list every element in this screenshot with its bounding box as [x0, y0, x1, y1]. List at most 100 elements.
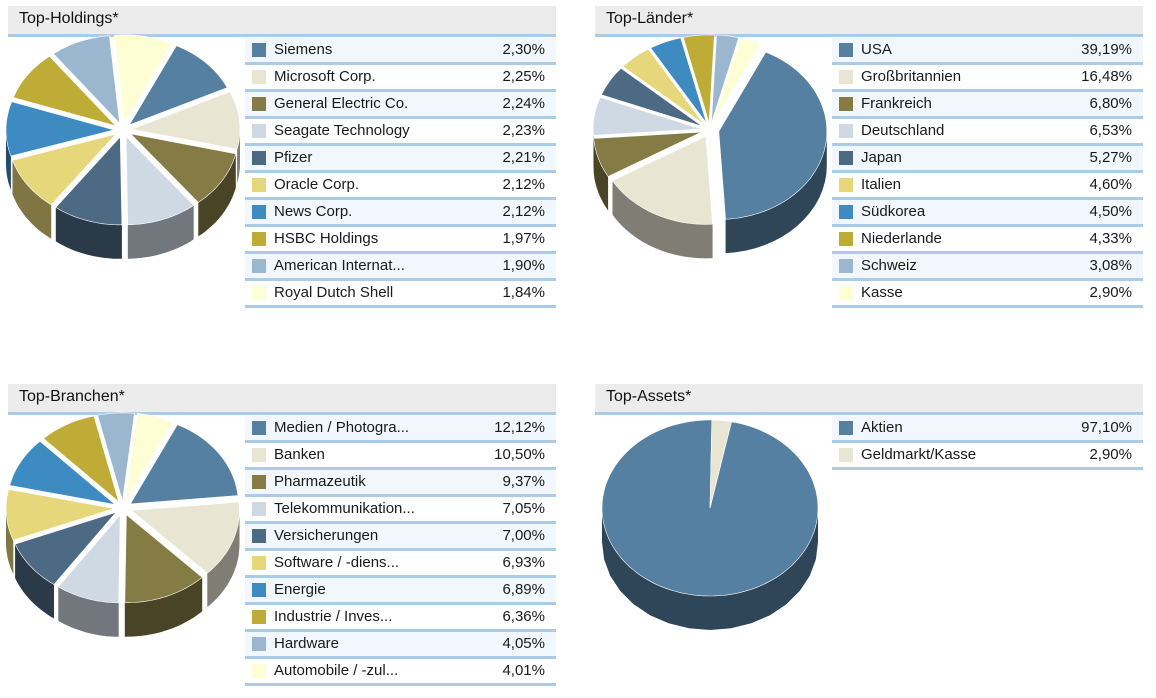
- legend-value: 5,27%: [1089, 149, 1132, 166]
- legend-value: 6,89%: [502, 581, 545, 598]
- legend-row: News Corp. 2,12%: [245, 200, 556, 227]
- pie-slice-side: [602, 508, 818, 630]
- legend-row: Niederlande 4,33%: [832, 227, 1143, 254]
- legend-row: American Internat... 1,90%: [245, 254, 556, 281]
- legend-value: 2,24%: [502, 95, 545, 112]
- pie-slice: [600, 67, 703, 127]
- legend-label: Energie: [274, 581, 326, 598]
- holdings-panel: Top-Holdings* Siemens 2,30% Microsoft Corp.…: [5, 6, 556, 308]
- legend-swatch: [252, 502, 266, 516]
- legend-table: Medien / Photogra... 12,12% Banken 10,50% Ph…: [245, 416, 556, 686]
- legend-swatch: [252, 151, 266, 165]
- legend-swatch: [252, 664, 266, 678]
- legend-table: USA 39,19% Großbritannien 16,48% Frankreich 6…: [832, 38, 1143, 308]
- legend-value: 97,10%: [1081, 419, 1132, 436]
- legend-value: 6,93%: [502, 554, 545, 571]
- legend-swatch: [252, 637, 266, 651]
- legend-row: Aktien 97,10%: [832, 416, 1143, 443]
- legend-value: 6,53%: [1089, 122, 1132, 139]
- legend-value: 2,90%: [1089, 446, 1132, 463]
- pie-slice-side: [725, 131, 827, 254]
- pie-slice: [709, 419, 732, 509]
- legend-row: Banken 10,50%: [245, 443, 556, 470]
- pie-slice-side: [6, 129, 11, 191]
- legend-label: American Internat...: [274, 257, 405, 274]
- legend-row: Versicherungen 7,00%: [245, 524, 556, 551]
- legend-swatch: [252, 124, 266, 138]
- legend-row: Seagate Technology 2,23%: [245, 119, 556, 146]
- legend-swatch: [839, 286, 853, 300]
- legend-label: Industrie / Inves...: [274, 608, 393, 625]
- pie-slice: [57, 514, 121, 604]
- pie-chart: [592, 34, 828, 259]
- pie-slice-side: [593, 138, 609, 211]
- legend-label: Versicherungen: [274, 527, 379, 544]
- legend-swatch: [839, 205, 853, 219]
- legend-swatch: [252, 610, 266, 624]
- legend-value: 6,80%: [1089, 95, 1132, 112]
- pie-slice: [130, 91, 241, 150]
- pie-slice-side: [55, 207, 122, 259]
- legend-value: 16,48%: [1081, 68, 1132, 85]
- legend-value: 2,25%: [502, 68, 545, 85]
- pie-slice: [12, 55, 117, 127]
- legend-row: Hardware 4,05%: [245, 632, 556, 659]
- pie-slice: [622, 48, 705, 125]
- legend-value: 7,05%: [502, 500, 545, 517]
- legend-table: Aktien 97,10% Geldmarkt/Kasse 2,90%: [832, 416, 1143, 470]
- legend-label: USA: [861, 41, 892, 58]
- legend-label: Deutschland: [861, 122, 945, 139]
- pie-slice: [124, 514, 203, 603]
- legend-row: Royal Dutch Shell 1,84%: [245, 281, 556, 308]
- pie-slice: [711, 34, 740, 123]
- pie-slice: [97, 412, 135, 501]
- legend-label: Seagate Technology: [274, 122, 410, 139]
- legend-swatch: [252, 475, 266, 489]
- legend-swatch: [839, 151, 853, 165]
- legend-swatch: [252, 205, 266, 219]
- legend-label: Oracle Corp.: [274, 176, 360, 193]
- legend-label: Frankreich: [861, 95, 932, 112]
- pie-slice: [128, 45, 228, 126]
- legend-row: Energie 6,89%: [245, 578, 556, 605]
- pie-slice: [129, 133, 237, 203]
- pie-slice: [9, 440, 117, 505]
- legend-value: 9,37%: [502, 473, 545, 490]
- pie-slice-side: [15, 544, 55, 619]
- legend-swatch: [839, 70, 853, 84]
- legend-row: Oracle Corp. 2,12%: [245, 173, 556, 200]
- pie-slice: [12, 133, 117, 206]
- pie-slice: [129, 424, 239, 505]
- legend-label: Italien: [861, 176, 902, 193]
- legend-label: HSBC Holdings: [274, 230, 379, 247]
- panel-header: Top-Holdings*: [8, 6, 556, 37]
- pie-slice-side: [127, 205, 194, 259]
- legend-label: Aktien: [861, 419, 903, 436]
- legend-swatch: [839, 448, 853, 462]
- legend-row: Italien 4,60%: [832, 173, 1143, 200]
- pie-slice: [125, 413, 173, 502]
- legend-value: 2,12%: [502, 203, 545, 220]
- legend-swatch: [839, 421, 853, 435]
- legend-value: 2,23%: [502, 122, 545, 139]
- legend-value: 4,01%: [502, 662, 545, 679]
- legend-label: Niederlande: [861, 230, 942, 247]
- legend-swatch: [252, 97, 266, 111]
- legend-label: Siemens: [274, 41, 333, 58]
- sectors-panel: Top-Branchen* Medien / Photogra... 12,12% B…: [5, 384, 556, 686]
- legend-swatch: [252, 286, 266, 300]
- legend-value: 3,08%: [1089, 257, 1132, 274]
- legend-label: News Corp.: [274, 203, 353, 220]
- legend-swatch: [252, 70, 266, 84]
- legend-value: 1,90%: [502, 257, 545, 274]
- legend-row: Medien / Photogra... 12,12%: [245, 416, 556, 443]
- pie-slice: [718, 51, 828, 220]
- legend-row: Deutschland 6,53%: [832, 119, 1143, 146]
- legend-row: Telekommunikation... 7,05%: [245, 497, 556, 524]
- pie-chart: [5, 34, 241, 259]
- legend-swatch: [252, 178, 266, 192]
- legend-label: Telekommunikation...: [274, 500, 415, 517]
- panel-header: Top-Branchen*: [8, 384, 556, 415]
- pie-slice: [130, 501, 240, 574]
- pie-slice: [43, 415, 120, 503]
